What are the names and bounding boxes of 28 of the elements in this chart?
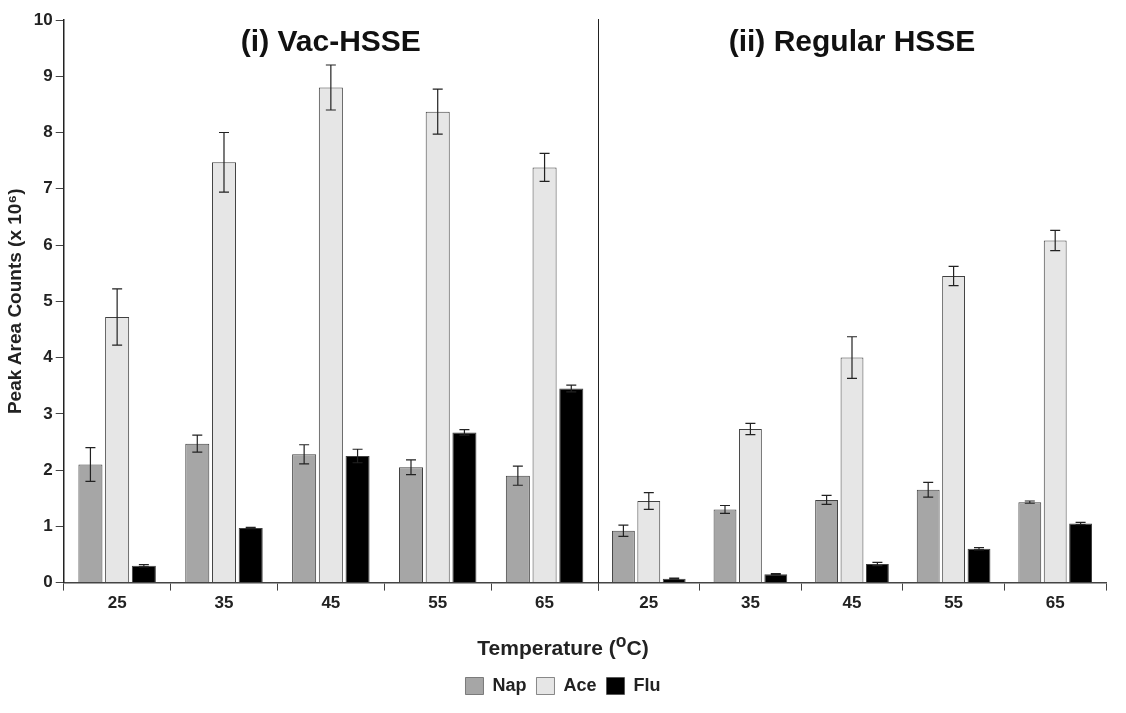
y-tick-label: 10 bbox=[33, 9, 53, 29]
chart-title: (ii) Regular HSSE bbox=[728, 24, 976, 58]
y-tick-label: 5 bbox=[43, 290, 53, 310]
y-tick-label: 1 bbox=[43, 516, 53, 536]
y-tick-label: 4 bbox=[43, 347, 54, 367]
x-tick-label: 65 bbox=[1045, 593, 1065, 613]
x-tick-label: 25 bbox=[107, 593, 127, 613]
y-tick-label: 8 bbox=[43, 122, 53, 142]
y-tick-label: 7 bbox=[43, 178, 53, 198]
x-tick-label: 65 bbox=[535, 593, 555, 613]
y-tick-label: 9 bbox=[43, 65, 53, 85]
x-tick-label: 35 bbox=[740, 593, 760, 613]
legend-label: Ace bbox=[563, 674, 597, 695]
x-axis-title: Temperature ($^{o}$C) bbox=[476, 630, 650, 660]
x-tick-label: 25 bbox=[639, 593, 659, 613]
y-tick-label: 3 bbox=[43, 403, 53, 423]
x-tick-label: 35 bbox=[214, 593, 234, 613]
legend-label: Flu bbox=[633, 674, 661, 695]
y-tick-label: 6 bbox=[43, 234, 53, 254]
legend-label: Nap bbox=[492, 674, 527, 695]
x-tick-label: 55 bbox=[944, 593, 964, 613]
x-tick-label: 45 bbox=[321, 593, 341, 613]
y-tick-label: 0 bbox=[43, 572, 53, 592]
y-tick-label: 2 bbox=[43, 459, 53, 479]
x-tick-label: 45 bbox=[842, 593, 862, 613]
y-axis-title: Peak Area Counts (x 10⁶) bbox=[3, 188, 25, 415]
x-tick-label: 55 bbox=[428, 593, 448, 613]
chart-title: (i) Vac-HSSE bbox=[240, 24, 421, 58]
